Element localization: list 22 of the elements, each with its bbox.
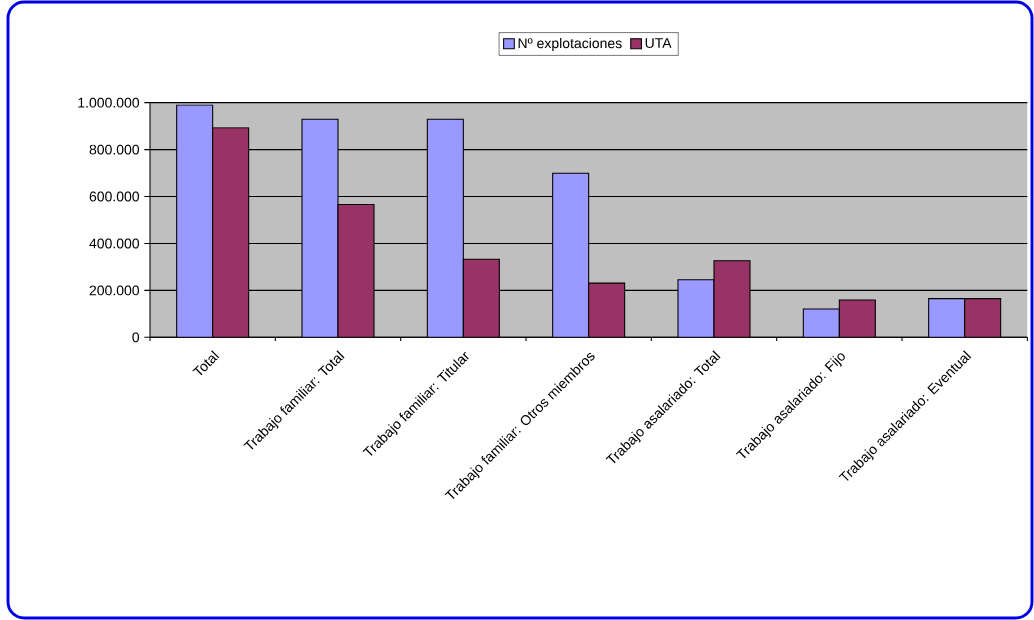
legend-label: UTA [645,38,672,48]
bar [838,299,876,338]
y-tick-label: 400.000 [89,238,140,249]
bar [677,279,715,338]
bar [301,118,339,338]
bar [964,298,1002,338]
y-tick-label: 1.000.000 [78,97,140,108]
y-tick-label: 800.000 [89,144,140,155]
bar [426,118,464,338]
legend-label: Nº explotaciones [518,37,622,51]
bar [802,308,840,338]
bar [928,298,966,338]
y-tick-label: 0 [132,332,140,343]
bar [552,172,590,338]
bar [176,104,214,338]
bar [337,203,375,338]
bar [212,127,250,338]
y-tick-label: 200.000 [89,285,140,296]
bar [462,258,500,338]
bar [713,260,751,338]
y-tick-label: 600.000 [89,191,140,202]
bar [588,282,626,338]
